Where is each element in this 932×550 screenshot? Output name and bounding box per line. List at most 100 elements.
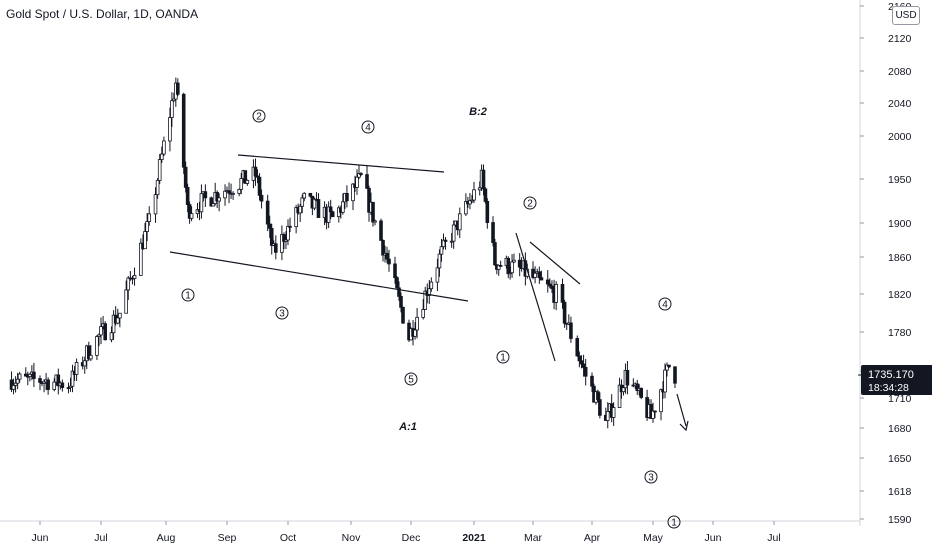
candle-body-up [139,242,143,276]
candle-body-down [308,192,313,197]
candle [621,385,626,396]
wave-circle [181,288,195,302]
candle-body-down [548,283,552,287]
candle-body-down [581,363,586,368]
candle [273,235,278,260]
candle [68,377,73,392]
candle [280,225,284,261]
candle [427,279,432,304]
candle-body-down [401,306,405,324]
candle-body-up [665,364,669,371]
candle-body-down [393,263,397,279]
y-tick-label: 1650 [888,453,912,465]
wave-label-3: 3 [644,470,658,484]
candle-body-up [89,354,93,360]
y-tick-label: 1590 [888,514,912,526]
candle-body-down [485,201,490,223]
candle [413,322,417,340]
candle [298,203,302,222]
candle [359,172,363,176]
candle [89,345,93,362]
y-tick-label: 1950 [888,174,912,186]
wave-circle [667,515,681,529]
candle [223,184,227,206]
candle [437,249,442,277]
candle-body-down [596,391,600,400]
candle-body-down [209,197,214,207]
candle-body-down [569,322,573,339]
candle [485,198,490,229]
candle-body-up [239,178,244,190]
candle-body-down [379,220,383,241]
candle-body-up [341,201,345,213]
candle-body-down [185,186,190,205]
wave-label-2: 2 [523,196,537,210]
candle-body-down [259,194,264,202]
candle [143,222,147,250]
candle-body-up [245,179,250,184]
candle-body-up [441,239,446,248]
candle-body-up [217,197,221,202]
candle [328,199,333,220]
y-tick-label: 2080 [888,66,912,78]
candle [395,275,399,289]
candle [508,266,512,280]
candle [46,377,50,395]
candle-body-down [9,379,14,390]
candle [60,379,65,392]
candle [371,201,375,227]
candle-body-up [464,201,468,215]
candle [95,335,99,361]
candle [231,191,235,200]
candle-body-up [42,381,46,384]
candle [66,382,71,394]
candle [483,187,488,204]
x-tick-label: Oct [280,532,296,544]
candle [74,358,79,382]
candle-body-up [115,317,120,324]
candle [132,267,137,286]
candle [189,206,194,222]
candle-body-down [575,338,580,357]
candle-body-up [326,206,331,223]
candle [103,321,107,341]
candle [569,316,573,343]
candle-body-up [11,385,16,390]
x-tick-label: Jul [94,532,107,544]
candle [435,258,440,292]
chart-title: Gold Spot / U.S. Dollar, 1D, OANDA [6,7,199,21]
candle [181,92,186,174]
x-tick-label: Dec [402,532,421,544]
candle-body-up [162,140,166,155]
candle [663,363,667,399]
candle-body-down [443,239,448,242]
candle-body-down [330,211,335,218]
candle-body-down [673,366,677,384]
y-tick-label: 1860 [888,252,912,264]
candle [548,278,552,289]
candle-body-up [300,197,305,207]
candle [172,92,176,103]
candle-body-up [286,225,290,241]
currency-button[interactable]: USD [892,6,920,25]
candle [665,362,669,377]
candle-body-up [302,192,307,199]
wave-label-2: 2 [252,109,266,123]
candle [28,373,32,382]
candle-body-up [449,240,454,243]
candle [496,264,501,276]
candle [302,192,307,202]
candle [109,326,114,343]
candle [326,201,331,229]
candle-body-up [605,411,610,421]
candle-body-up [437,253,442,269]
candle [115,308,120,325]
wave-circle [644,470,658,484]
y-tick-label: 1710 [888,393,912,405]
candle-body-up [170,100,174,118]
candle [267,215,272,238]
candle [97,333,101,347]
